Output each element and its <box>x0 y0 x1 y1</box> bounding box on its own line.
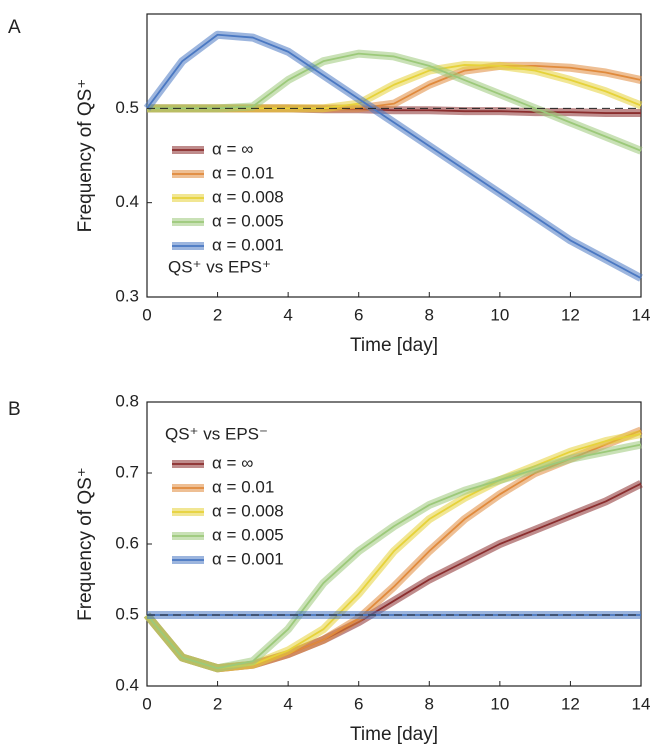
x-tick-label: 8 <box>425 694 434 713</box>
x-tick-label: 8 <box>425 305 434 324</box>
x-tick-label: 14 <box>632 694 651 713</box>
y-tick-label: 0.3 <box>115 286 139 305</box>
x-axis-label: Time [day] <box>350 335 438 356</box>
series-line <box>147 52 642 152</box>
y-tick-label: 0.5 <box>115 98 139 117</box>
x-tick-label: 2 <box>213 305 222 324</box>
legend-label: α = 0.008 <box>212 187 284 206</box>
y-tick-label: 0.5 <box>115 604 139 623</box>
x-tick-label: 12 <box>561 305 580 324</box>
y-tick-label: 0.4 <box>115 675 139 694</box>
x-tick-label: 4 <box>283 305 292 324</box>
y-tick-label: 0.6 <box>115 533 139 552</box>
legend-label: α = 0.001 <box>212 235 284 254</box>
legend-label: α = 0.001 <box>212 549 284 568</box>
series-line <box>146 33 642 279</box>
panel-label: A <box>8 17 21 38</box>
y-axis-label: Frequency of QS⁺ <box>75 79 96 233</box>
legend-label: α = ∞ <box>212 139 253 158</box>
legend-label: α = 0.005 <box>212 211 284 230</box>
x-tick-label: 0 <box>142 305 151 324</box>
x-tick-label: 12 <box>561 694 580 713</box>
x-tick-label: 10 <box>490 694 509 713</box>
axes-box <box>146 13 642 298</box>
x-tick-label: 6 <box>354 694 363 713</box>
annotation: QS⁺ vs EPS⁻ <box>165 424 268 443</box>
legend-label: α = 0.01 <box>212 163 274 182</box>
series-line <box>146 443 642 670</box>
legend-label: α = 0.01 <box>212 477 274 496</box>
x-tick-label: 4 <box>283 694 292 713</box>
x-tick-label: 6 <box>354 305 363 324</box>
legend-label: α = 0.005 <box>212 525 284 544</box>
legend-label: α = ∞ <box>212 453 253 472</box>
annotation: QS⁺ vs EPS⁺ <box>168 257 271 276</box>
x-tick-label: 0 <box>142 694 151 713</box>
x-axis-label: Time [day] <box>350 724 438 745</box>
x-tick-label: 10 <box>490 305 509 324</box>
y-tick-label: 0.8 <box>115 391 139 410</box>
y-tick-label: 0.4 <box>115 192 139 211</box>
legend-label: α = 0.008 <box>212 501 284 520</box>
x-tick-label: 2 <box>213 694 222 713</box>
x-tick-label: 14 <box>632 305 651 324</box>
y-axis-label: Frequency of QS⁺ <box>75 467 96 621</box>
y-tick-label: 0.7 <box>115 462 139 481</box>
panel-label: B <box>8 399 21 420</box>
